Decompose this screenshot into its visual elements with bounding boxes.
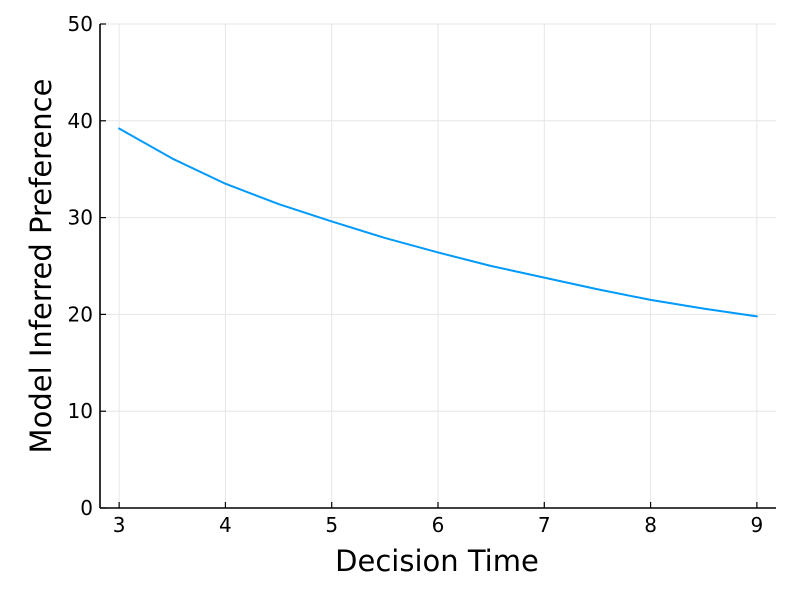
- series-line-1: [118, 127, 758, 318]
- series: [118, 127, 758, 318]
- ticks: 3 4 5 6 7 8 9 0 10 20 30 40 50: [68, 12, 764, 537]
- y-tick-label: 20: [68, 302, 93, 326]
- x-tick-label: 4: [219, 513, 232, 537]
- y-tick-label: 40: [68, 109, 93, 133]
- y-axis-title: Model Inferred Preference: [24, 79, 58, 454]
- y-tick-label: 0: [80, 496, 93, 520]
- x-tick-label: 3: [113, 513, 126, 537]
- x-tick-label: 8: [644, 513, 657, 537]
- x-tick-label: 5: [325, 513, 338, 537]
- x-tick-label: 7: [538, 513, 551, 537]
- y-tick-label: 50: [68, 12, 93, 36]
- grid: [100, 23, 776, 509]
- x-axis-title: Decision Time: [335, 544, 539, 578]
- y-tick-label: 10: [68, 399, 93, 423]
- y-tick-label: 30: [68, 206, 93, 230]
- x-tick-label: 9: [751, 513, 764, 537]
- x-tick-label: 6: [432, 513, 445, 537]
